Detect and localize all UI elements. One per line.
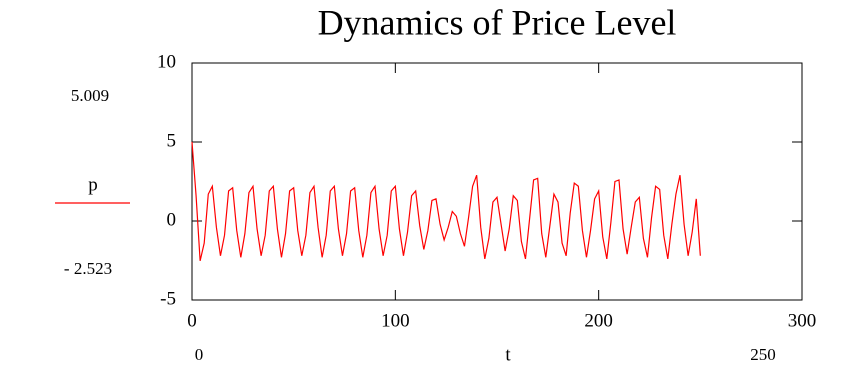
plot-frame xyxy=(191,62,803,301)
y-max-label: 5.009 xyxy=(71,86,109,105)
y-tick-label: 5 xyxy=(167,130,177,151)
x-tick-label: 300 xyxy=(788,310,817,331)
chart-title: Dynamics of Price Level xyxy=(318,2,677,42)
x-tick-label: 0 xyxy=(187,310,197,331)
legend-label: p xyxy=(88,174,98,195)
y-tick-label: 0 xyxy=(167,209,177,230)
x-tick-label: 100 xyxy=(381,310,410,331)
x-min-label: 0 xyxy=(195,345,204,364)
x-tick-label: 200 xyxy=(584,310,613,331)
data-line xyxy=(191,141,701,261)
y-tick-label: 10 xyxy=(157,51,176,72)
y-min-label: - 2.523 xyxy=(64,259,112,278)
x-axis-label: t xyxy=(505,344,511,365)
y-tick-label: -5 xyxy=(160,288,176,309)
x-max-label: 250 xyxy=(750,345,776,364)
